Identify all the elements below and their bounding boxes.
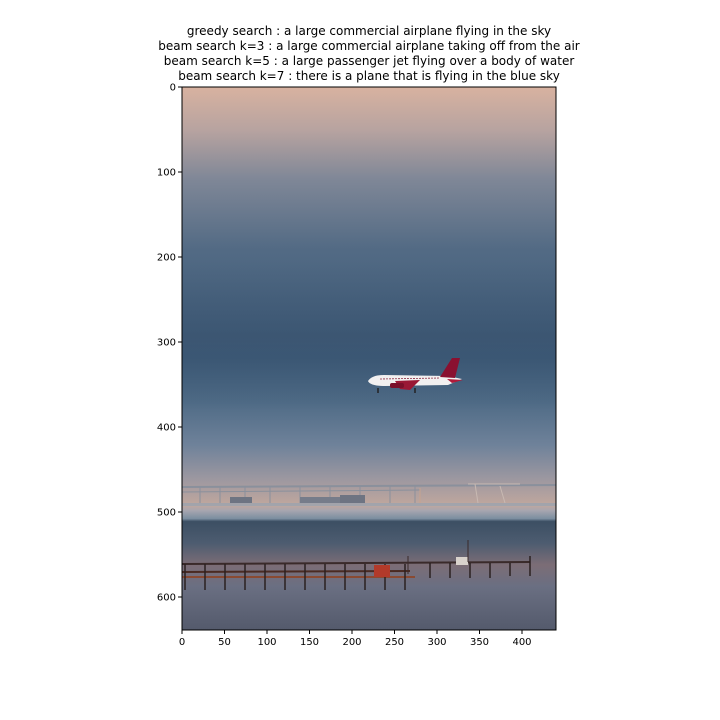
x-tick-label: 300 [427, 637, 446, 648]
airplane [368, 358, 463, 393]
caption-beam-k5: beam search k=5 : a large passenger jet … [164, 54, 575, 68]
y-tick-label: 400 [157, 423, 176, 434]
x-tick-label: 100 [257, 637, 276, 648]
photo [182, 87, 556, 630]
cloud-band [182, 260, 556, 410]
x-tick-label: 250 [385, 637, 404, 648]
y-tick-label: 0 [170, 83, 176, 94]
x-axis: 0 50 100 150 200 250 300 350 400 [179, 630, 532, 648]
x-tick-label: 0 [179, 637, 185, 648]
caption-beam-k7: beam search k=7 : there is a plane that … [178, 69, 560, 83]
y-axis: 0 100 200 300 400 500 600 [157, 83, 182, 604]
y-tick-label: 100 [157, 168, 176, 179]
y-tick-label: 600 [157, 593, 176, 604]
caption-block: greedy search : a large commercial airpl… [158, 24, 580, 83]
y-tick-label: 200 [157, 253, 176, 264]
y-tick-label: 300 [157, 338, 176, 349]
caption-beam-k3: beam search k=3 : a large commercial air… [158, 39, 580, 53]
x-tick-label: 350 [470, 637, 489, 648]
y-tick-label: 500 [157, 508, 176, 519]
caption-greedy: greedy search : a large commercial airpl… [187, 24, 551, 38]
axes-frame [181, 86, 557, 631]
x-tick-label: 150 [300, 637, 319, 648]
x-tick-label: 50 [218, 637, 231, 648]
pier [182, 540, 531, 590]
x-tick-label: 200 [342, 637, 361, 648]
distant-bridge [182, 483, 556, 504]
x-tick-label: 400 [512, 637, 531, 648]
